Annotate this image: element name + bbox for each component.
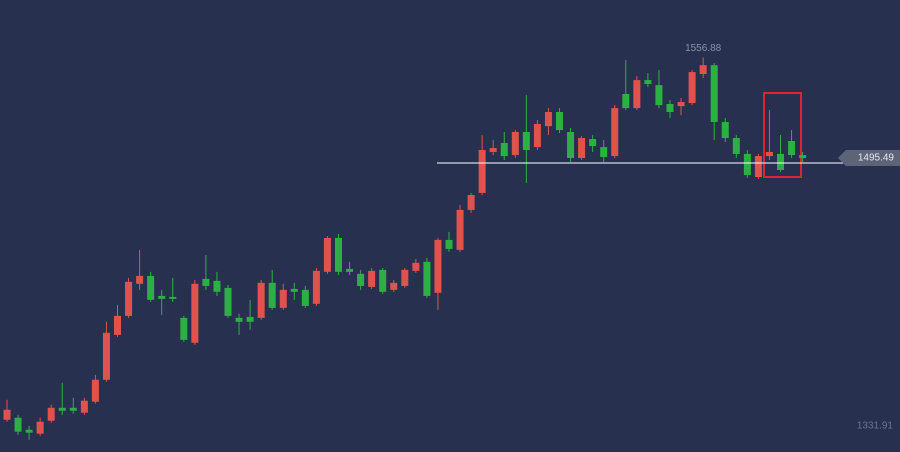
candle-body bbox=[589, 139, 597, 147]
candle-body bbox=[721, 122, 729, 139]
candle-body bbox=[80, 400, 88, 413]
candle-body bbox=[158, 295, 166, 299]
candle-body bbox=[754, 156, 762, 178]
candle-body bbox=[644, 80, 652, 85]
candle-body bbox=[677, 102, 685, 107]
candle-body bbox=[235, 317, 243, 322]
candle-body bbox=[147, 275, 155, 300]
candle-body bbox=[633, 80, 641, 109]
candle-body bbox=[600, 147, 608, 158]
candle-body bbox=[368, 270, 376, 287]
candle-body bbox=[3, 409, 11, 420]
candle-body bbox=[522, 131, 530, 151]
candle-body bbox=[169, 296, 177, 299]
candle-body bbox=[489, 148, 497, 152]
candle-body bbox=[335, 237, 342, 272]
candle-body bbox=[191, 283, 199, 343]
candle-body bbox=[567, 131, 575, 159]
candle-body bbox=[213, 280, 221, 292]
candle-body bbox=[25, 429, 33, 433]
candle-body bbox=[357, 273, 365, 286]
candle-body bbox=[346, 268, 354, 272]
candle-body bbox=[390, 282, 398, 290]
candle-body bbox=[301, 289, 309, 306]
last-price-tag bbox=[838, 150, 900, 167]
candle-body bbox=[467, 195, 475, 210]
candle-body bbox=[655, 85, 663, 106]
candle-body bbox=[743, 153, 751, 176]
candle-body bbox=[202, 278, 210, 286]
candle-body bbox=[279, 289, 287, 308]
candle-body bbox=[533, 123, 541, 148]
candle-body bbox=[799, 155, 807, 159]
candle-body bbox=[401, 269, 409, 286]
candle-body bbox=[578, 138, 586, 159]
candle-body bbox=[91, 379, 99, 402]
candle-body bbox=[544, 112, 552, 127]
candle-body bbox=[69, 407, 77, 411]
candle-body bbox=[102, 332, 110, 380]
high-label: 1556.88 bbox=[685, 43, 722, 54]
candle-body bbox=[611, 108, 619, 157]
candle-body bbox=[257, 282, 265, 318]
candle-body bbox=[14, 417, 22, 432]
candle-body bbox=[511, 131, 519, 156]
candle-body bbox=[500, 142, 508, 157]
candle-body bbox=[556, 112, 563, 131]
candle-body bbox=[688, 72, 696, 104]
candle-body bbox=[699, 65, 707, 75]
candle-body bbox=[180, 317, 188, 340]
candle-body bbox=[114, 315, 121, 335]
candle-body bbox=[47, 407, 55, 421]
candle-body bbox=[445, 239, 453, 249]
y-tick-label: 1331.91 bbox=[857, 421, 894, 432]
highlight-box bbox=[763, 92, 802, 178]
candle-body bbox=[36, 421, 44, 434]
candle-body bbox=[423, 261, 431, 296]
candle-body bbox=[290, 288, 298, 292]
candle-body bbox=[765, 151, 773, 157]
candle-body bbox=[224, 287, 232, 316]
candle-body bbox=[312, 270, 320, 304]
candle-body bbox=[136, 275, 144, 284]
candle-body bbox=[788, 141, 796, 156]
candle-body bbox=[456, 209, 464, 250]
candle-body bbox=[777, 153, 784, 170]
candle-body bbox=[323, 237, 331, 272]
candle-body bbox=[732, 138, 740, 154]
candle-body bbox=[412, 262, 420, 271]
candle-body bbox=[710, 65, 718, 123]
candle-body bbox=[478, 150, 486, 193]
candle-body bbox=[125, 281, 133, 316]
candle-body bbox=[434, 239, 442, 293]
candle-body bbox=[666, 103, 674, 113]
candle-body bbox=[622, 94, 630, 109]
candle-body bbox=[246, 316, 254, 322]
candle-body bbox=[379, 269, 387, 292]
last-price-label: 1495.49 bbox=[858, 153, 895, 164]
candle-body bbox=[268, 282, 276, 308]
candle-body bbox=[58, 407, 66, 411]
